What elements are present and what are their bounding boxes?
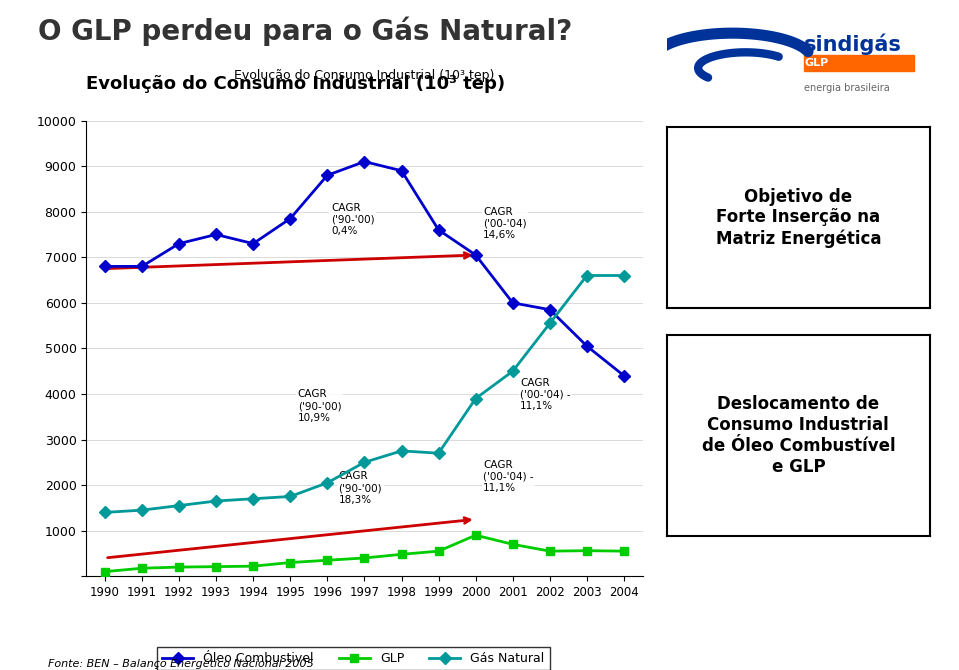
Text: CAGR
('90-'00)
0,4%: CAGR ('90-'00) 0,4%	[331, 202, 375, 236]
Text: Evolução do Consumo Industrial (10³ tep): Evolução do Consumo Industrial (10³ tep)	[86, 75, 505, 93]
Text: sindigás: sindigás	[804, 34, 901, 55]
Text: CAGR
('90-'00)
18,3%: CAGR ('90-'00) 18,3%	[339, 472, 382, 505]
Text: CAGR
('00-'04) -
11,1%: CAGR ('00-'04) - 11,1%	[520, 378, 571, 411]
Text: O GLP perdeu para o Gás Natural?: O GLP perdeu para o Gás Natural?	[38, 17, 573, 46]
Title: Evolução do Consumo Industrial (10³ tep): Evolução do Consumo Industrial (10³ tep)	[234, 69, 495, 82]
Text: energia brasileira: energia brasileira	[804, 83, 889, 93]
Text: CAGR
('00-'04)
14,6%: CAGR ('00-'04) 14,6%	[483, 207, 526, 241]
Text: CAGR
('00-'04) -
11,1%: CAGR ('00-'04) - 11,1%	[483, 460, 534, 493]
Text: CAGR
('90-'00)
10,9%: CAGR ('90-'00) 10,9%	[297, 389, 341, 423]
Text: GLP: GLP	[805, 58, 830, 68]
Bar	[804, 55, 915, 70]
Text: Fonte: BEN – Balanço Energético Nacional 2005: Fonte: BEN – Balanço Energético Nacional…	[48, 658, 314, 669]
Text: Deslocamento de
Consumo Industrial
de Óleo Combustível
e GLP: Deslocamento de Consumo Industrial de Ól…	[702, 395, 895, 476]
Text: Objetivo de
Forte Inserção na
Matriz Energética: Objetivo de Forte Inserção na Matriz Ene…	[715, 188, 881, 248]
Legend: Óleo Combustivel, GLP, Gás Natural: Óleo Combustivel, GLP, Gás Natural	[157, 647, 550, 670]
